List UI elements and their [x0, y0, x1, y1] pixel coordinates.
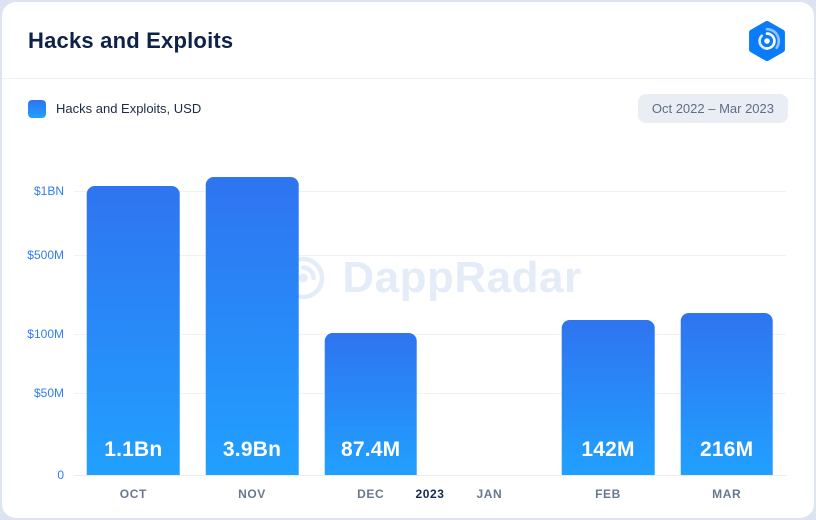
gridline — [74, 190, 786, 192]
page-title: Hacks and Exploits — [28, 28, 234, 53]
x-axis-label: DEC — [357, 487, 385, 501]
bar-value-label: 3.9Bn — [222, 438, 282, 461]
x-axis-label: JAN — [476, 487, 503, 501]
x-axis-label: NOV — [238, 487, 266, 501]
year-marker-label: 2023 — [411, 487, 449, 501]
bar-oct[interactable]: 1.1Bn — [87, 186, 180, 475]
bar-mar[interactable]: 216M — [680, 313, 773, 475]
gridline — [74, 333, 786, 335]
bar-dec[interactable]: 87.4M — [324, 333, 417, 475]
y-axis-label: 0 — [57, 468, 64, 482]
x-axis-label: OCT — [119, 487, 147, 501]
chart-area: DappRadar $1BN $500M $100M $50M 0 1.1Bn 3.9Bn 8… — [27, 145, 788, 517]
legend-swatch — [28, 99, 46, 118]
header-divider — [2, 78, 814, 79]
bar-value-label: 87.4M — [340, 438, 401, 461]
date-range-badge: Oct 2022 – Mar 2023 — [637, 94, 788, 123]
bar-nov[interactable]: 3.9Bn — [205, 177, 299, 475]
y-axis-label: $50M — [33, 385, 64, 400]
y-axis-label: $1BN — [33, 183, 64, 198]
y-axis-label: $100M — [27, 326, 64, 341]
x-axis: OCT NOV DEC JAN FEB MAR 2023 — [74, 487, 786, 501]
bar-feb[interactable]: 142M — [561, 319, 655, 475]
x-axis-line — [74, 475, 786, 476]
x-axis-label: FEB — [595, 487, 621, 501]
dappradar-logo-icon[interactable] — [746, 20, 788, 62]
y-axis-label: $500M — [27, 247, 64, 262]
bar-slot: 1.1Bn — [74, 145, 193, 475]
header: Hacks and Exploits — [2, 2, 814, 62]
bar-slots: 1.1Bn 3.9Bn 87.4M 142M 216M — [74, 145, 786, 475]
gridline — [74, 392, 786, 394]
bar-slot: 87.4M — [311, 145, 430, 475]
bar-value-label: 142M — [581, 438, 635, 461]
bar-value-label: 216M — [700, 438, 754, 461]
legend-label: Hacks and Exploits, USD — [56, 101, 202, 116]
bar-value-label: 1.1Bn — [104, 438, 163, 461]
legend-item[interactable]: Hacks and Exploits, USD — [28, 99, 202, 118]
bar-slot — [430, 145, 549, 475]
legend-row: Hacks and Exploits, USD Oct 2022 – Mar 2… — [2, 79, 814, 123]
plot-area: $1BN $500M $100M $50M 0 1.1Bn 3.9Bn 87.4M 142M 21… — [27, 145, 786, 482]
x-axis-label: MAR — [712, 487, 742, 501]
gridline — [74, 254, 786, 256]
bar-slot: 3.9Bn — [193, 145, 312, 475]
bar-slot: 142M — [549, 145, 668, 475]
bar-slot: 216M — [667, 145, 786, 475]
